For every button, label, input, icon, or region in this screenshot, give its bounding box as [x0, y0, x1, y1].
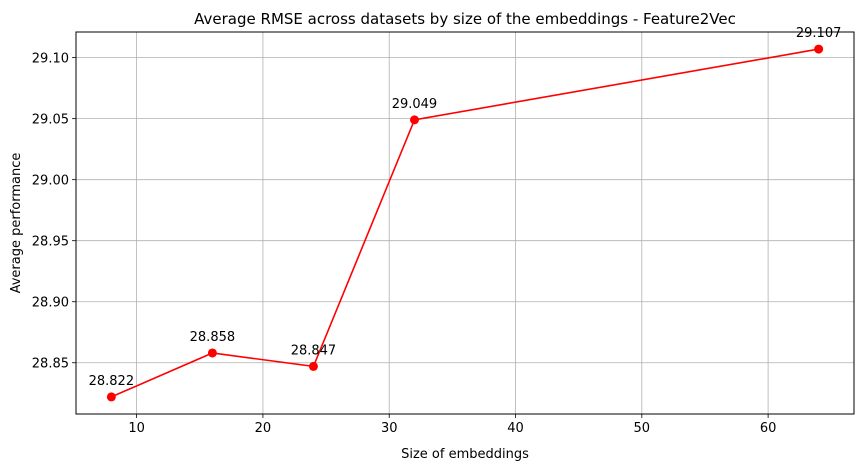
y-tick-label: 29.05: [32, 113, 69, 128]
data-point: [409, 115, 419, 125]
y-tick-label: 29.10: [32, 52, 69, 67]
x-tick-label: 60: [760, 421, 777, 436]
x-tick-label: 30: [381, 421, 398, 436]
y-tick-label: 29.00: [32, 174, 69, 189]
y-tick-label: 28.95: [32, 235, 69, 250]
grid: [76, 32, 854, 414]
data-point: [207, 348, 217, 358]
series-line: [106, 44, 824, 402]
x-tick-label: 50: [634, 421, 651, 436]
data-point: [814, 44, 824, 54]
data-label: 29.107: [796, 26, 842, 41]
data-label: 29.049: [392, 97, 438, 112]
x-tick-label: 20: [255, 421, 272, 436]
y-tick-label: 28.90: [32, 296, 69, 311]
chart-title: Average RMSE across datasets by size of …: [194, 10, 736, 28]
axis-ticks: 10 20 30 40 50 60 28.85 28.90 28.95 29.00 29.05 29.…: [32, 52, 777, 436]
data-point: [308, 361, 318, 371]
x-tick-label: 10: [128, 421, 145, 436]
data-label: 28.822: [89, 374, 135, 389]
data-label: 28.858: [190, 330, 236, 345]
data-label: 28.847: [291, 343, 337, 358]
data-point: [106, 392, 116, 402]
y-axis-label: Average performance: [9, 153, 24, 294]
data-labels: 28.822 28.858 28.847 29.049 29.107: [89, 26, 842, 389]
x-tick-label: 40: [507, 421, 524, 436]
plot-frame: [75, 31, 855, 415]
y-tick-label: 28.85: [32, 357, 69, 372]
x-axis-label: Size of embeddings: [401, 447, 529, 462]
